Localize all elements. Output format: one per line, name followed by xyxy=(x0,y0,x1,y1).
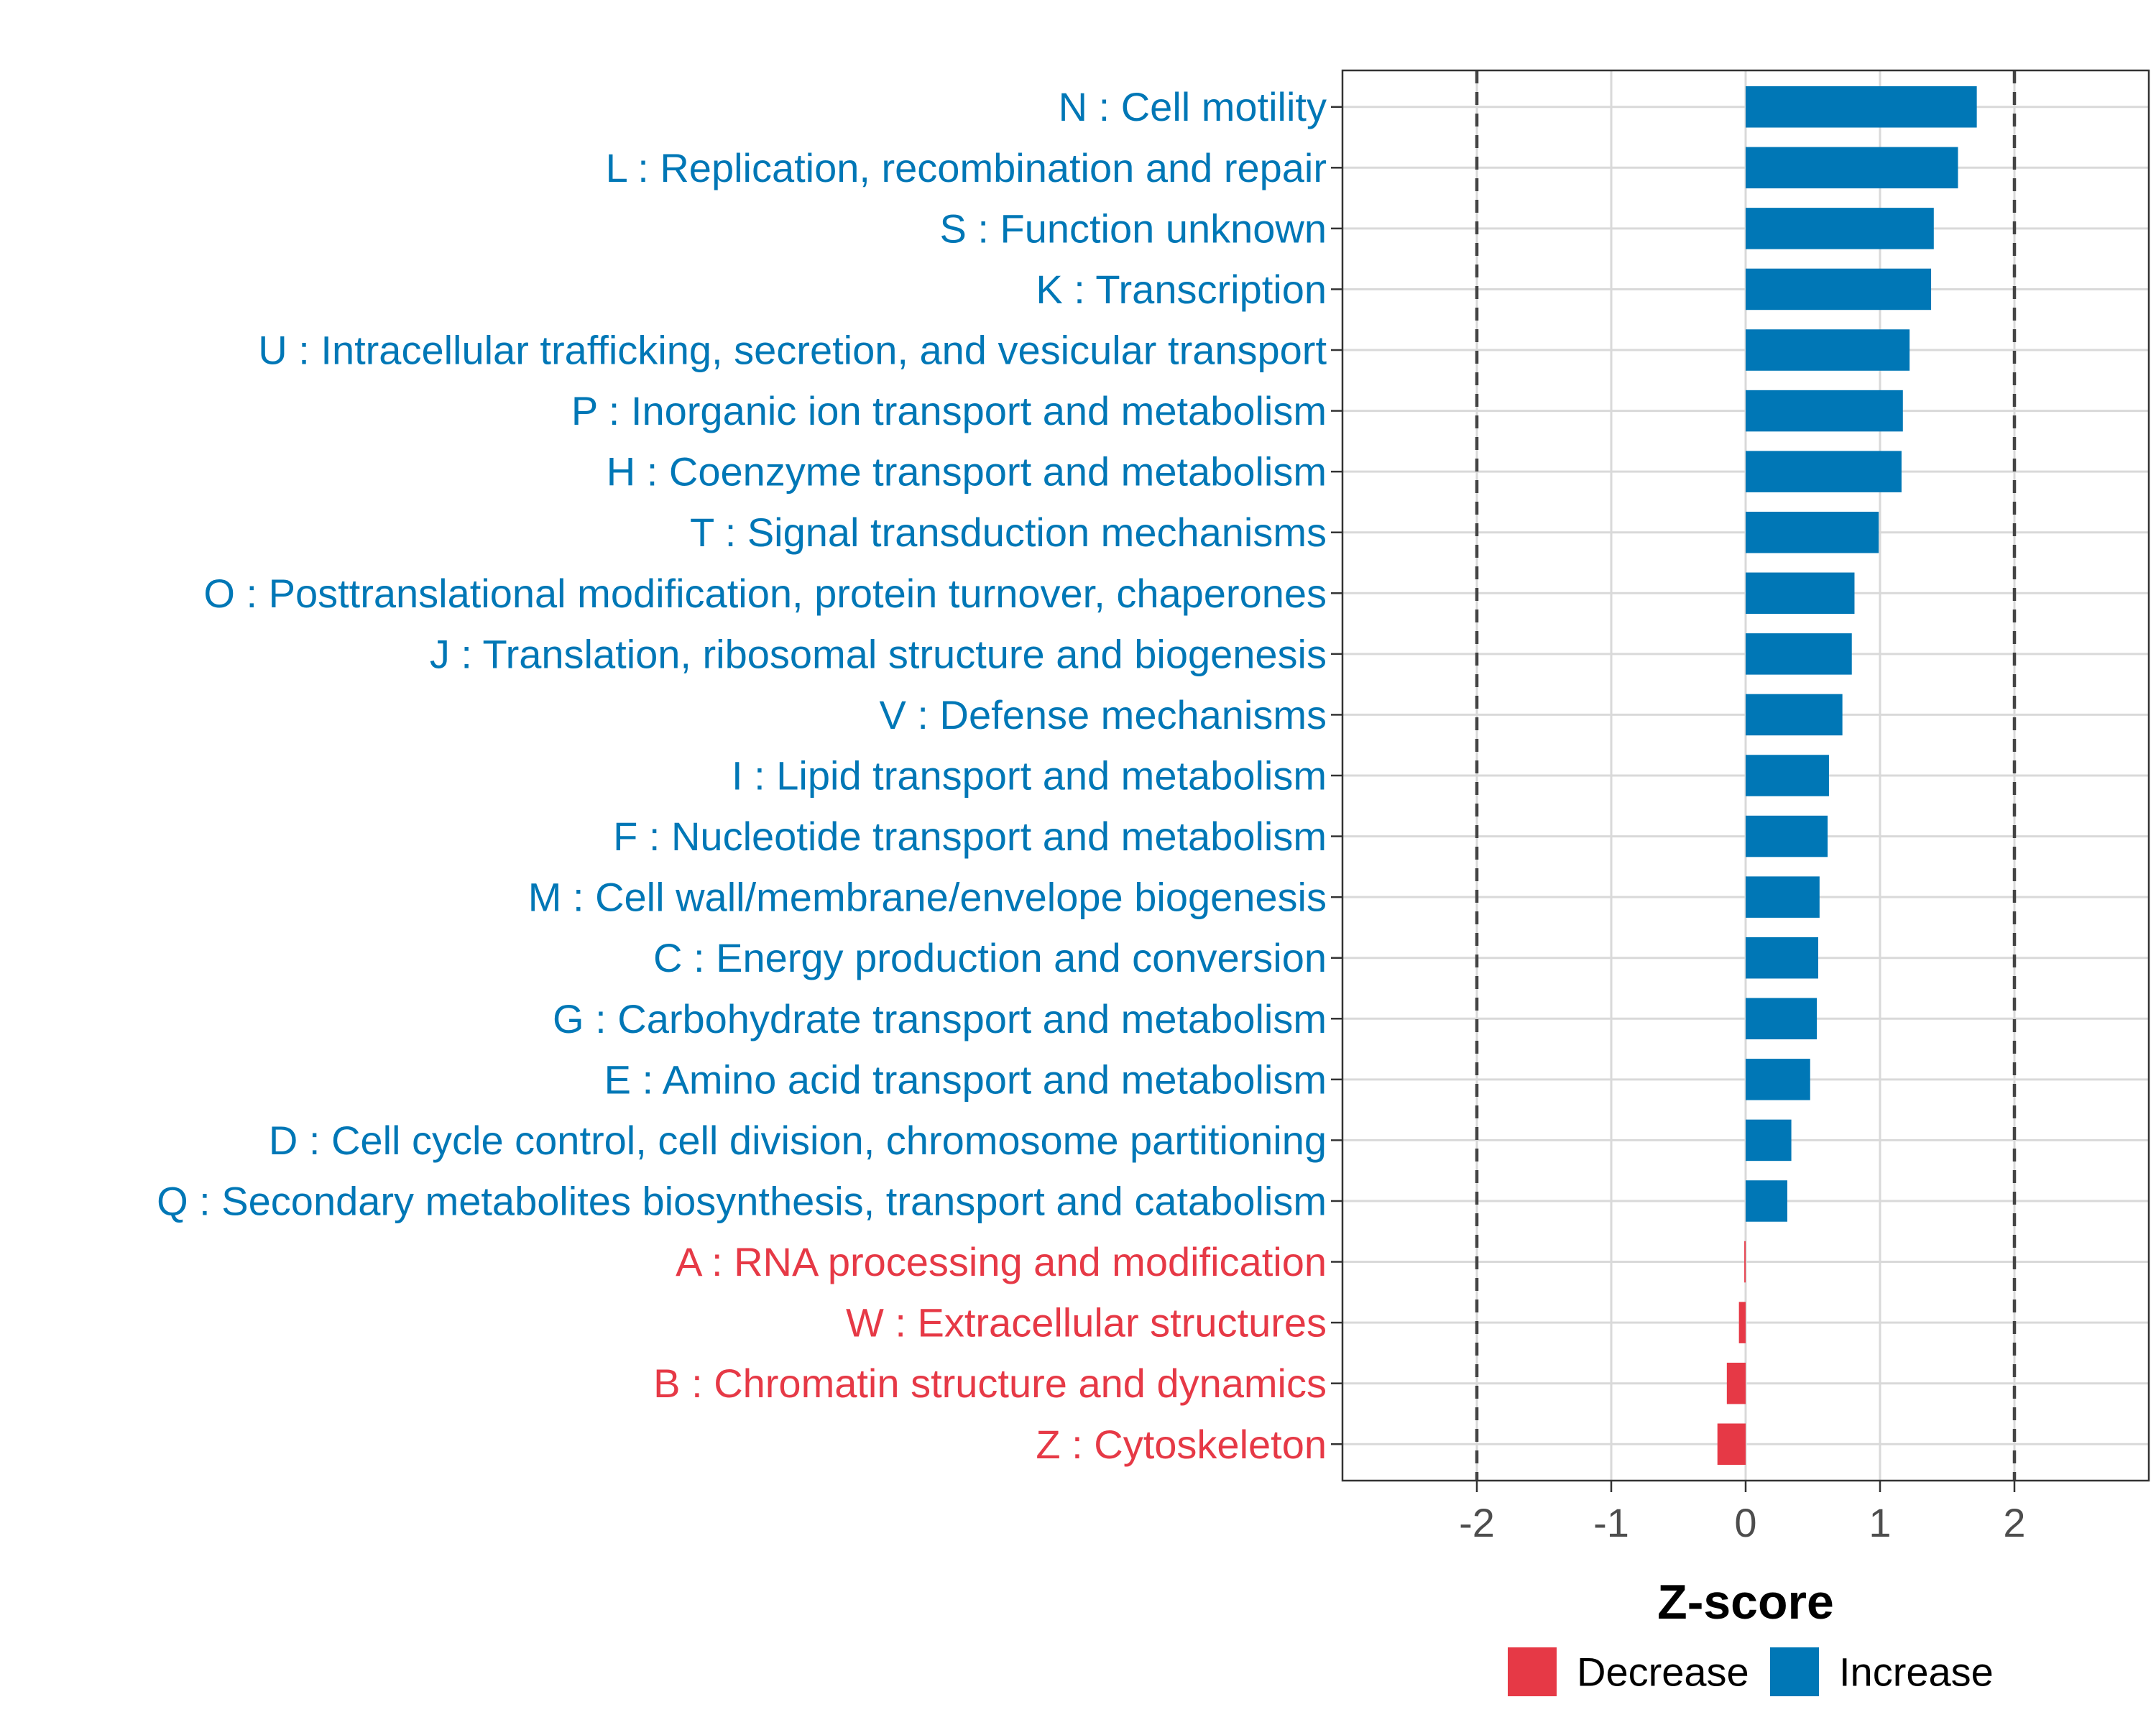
category-label: C : Energy production and conversion xyxy=(653,935,1327,980)
bar xyxy=(1746,572,1855,615)
bar xyxy=(1746,268,1932,310)
x-tick-label: 0 xyxy=(1734,1500,1756,1545)
bars xyxy=(1717,86,1977,1466)
legend-swatch-decrease xyxy=(1508,1647,1557,1696)
category-label: Q : Secondary metabolites biosynthesis, … xyxy=(157,1178,1327,1223)
legend-swatch-increase xyxy=(1770,1647,1819,1696)
category-label: V : Defense mechanisms xyxy=(880,692,1327,737)
bar xyxy=(1746,208,1934,249)
bar xyxy=(1746,1119,1792,1162)
bar xyxy=(1746,876,1820,918)
category-label: U : Intracellular trafficking, secretion… xyxy=(258,328,1327,373)
category-label: T : Signal transduction mechanisms xyxy=(690,510,1327,555)
legend: Decrease Increase xyxy=(1508,1647,1994,1696)
legend-label-decrease: Decrease xyxy=(1577,1650,1749,1695)
category-label: Z : Cytoskeleton xyxy=(1036,1422,1327,1467)
category-label: I : Lipid transport and metabolism xyxy=(732,753,1327,799)
bar xyxy=(1746,633,1852,675)
category-label: D : Cell cycle control, cell division, c… xyxy=(269,1118,1327,1163)
x-tick-label: 1 xyxy=(1869,1500,1891,1545)
category-label: P : Inorganic ion transport and metaboli… xyxy=(571,388,1327,433)
bar xyxy=(1746,329,1910,371)
category-label: N : Cell motility xyxy=(1059,84,1327,129)
x-tick-label: -1 xyxy=(1593,1500,1629,1545)
category-label: M : Cell wall/membrane/envelope biogenes… xyxy=(528,875,1327,920)
bar xyxy=(1738,1302,1746,1343)
bar xyxy=(1746,937,1818,979)
x-axis-ticks: -2 -1 0 1 2 xyxy=(1459,1481,2026,1545)
category-label: A : RNA processing and modification xyxy=(676,1239,1327,1284)
x-axis-title: Z-score xyxy=(1657,1575,1834,1629)
bar xyxy=(1746,451,1902,492)
category-label: B : Chromatin structure and dynamics xyxy=(653,1361,1327,1406)
x-tick-label: 2 xyxy=(2003,1500,2025,1545)
category-label: K : Transcription xyxy=(1036,267,1327,312)
bar xyxy=(1726,1362,1746,1404)
category-label: L : Replication, recombination and repai… xyxy=(606,145,1327,190)
bar xyxy=(1746,1180,1787,1222)
bar xyxy=(1717,1423,1746,1466)
category-label: G : Carbohydrate transport and metabolis… xyxy=(553,996,1327,1041)
bar xyxy=(1746,998,1818,1040)
legend-label-increase: Increase xyxy=(1839,1650,1994,1695)
bar xyxy=(1746,147,1958,189)
bar xyxy=(1744,1241,1746,1283)
category-label: H : Coenzyme transport and metabolism xyxy=(607,449,1327,494)
category-label: E : Amino acid transport and metabolism xyxy=(604,1057,1327,1102)
category-label: W : Extracellular structures xyxy=(846,1300,1327,1346)
category-label: J : Translation, ribosomal structure and… xyxy=(430,631,1327,676)
category-label: F : Nucleotide transport and metabolism xyxy=(613,814,1327,859)
bar xyxy=(1746,815,1828,857)
bar xyxy=(1746,511,1879,553)
category-label: S : Function unknown xyxy=(939,206,1327,251)
bar xyxy=(1746,86,1977,128)
bar xyxy=(1746,390,1903,432)
bar xyxy=(1746,1059,1810,1100)
bar xyxy=(1746,694,1843,736)
y-axis-ticks: N : Cell motility L : Replication, recomb… xyxy=(157,84,1342,1467)
bar xyxy=(1746,755,1829,796)
x-tick-label: -2 xyxy=(1459,1500,1495,1545)
category-label: O : Posttranslational modification, prot… xyxy=(203,571,1327,616)
reference-lines xyxy=(1475,70,2017,1481)
